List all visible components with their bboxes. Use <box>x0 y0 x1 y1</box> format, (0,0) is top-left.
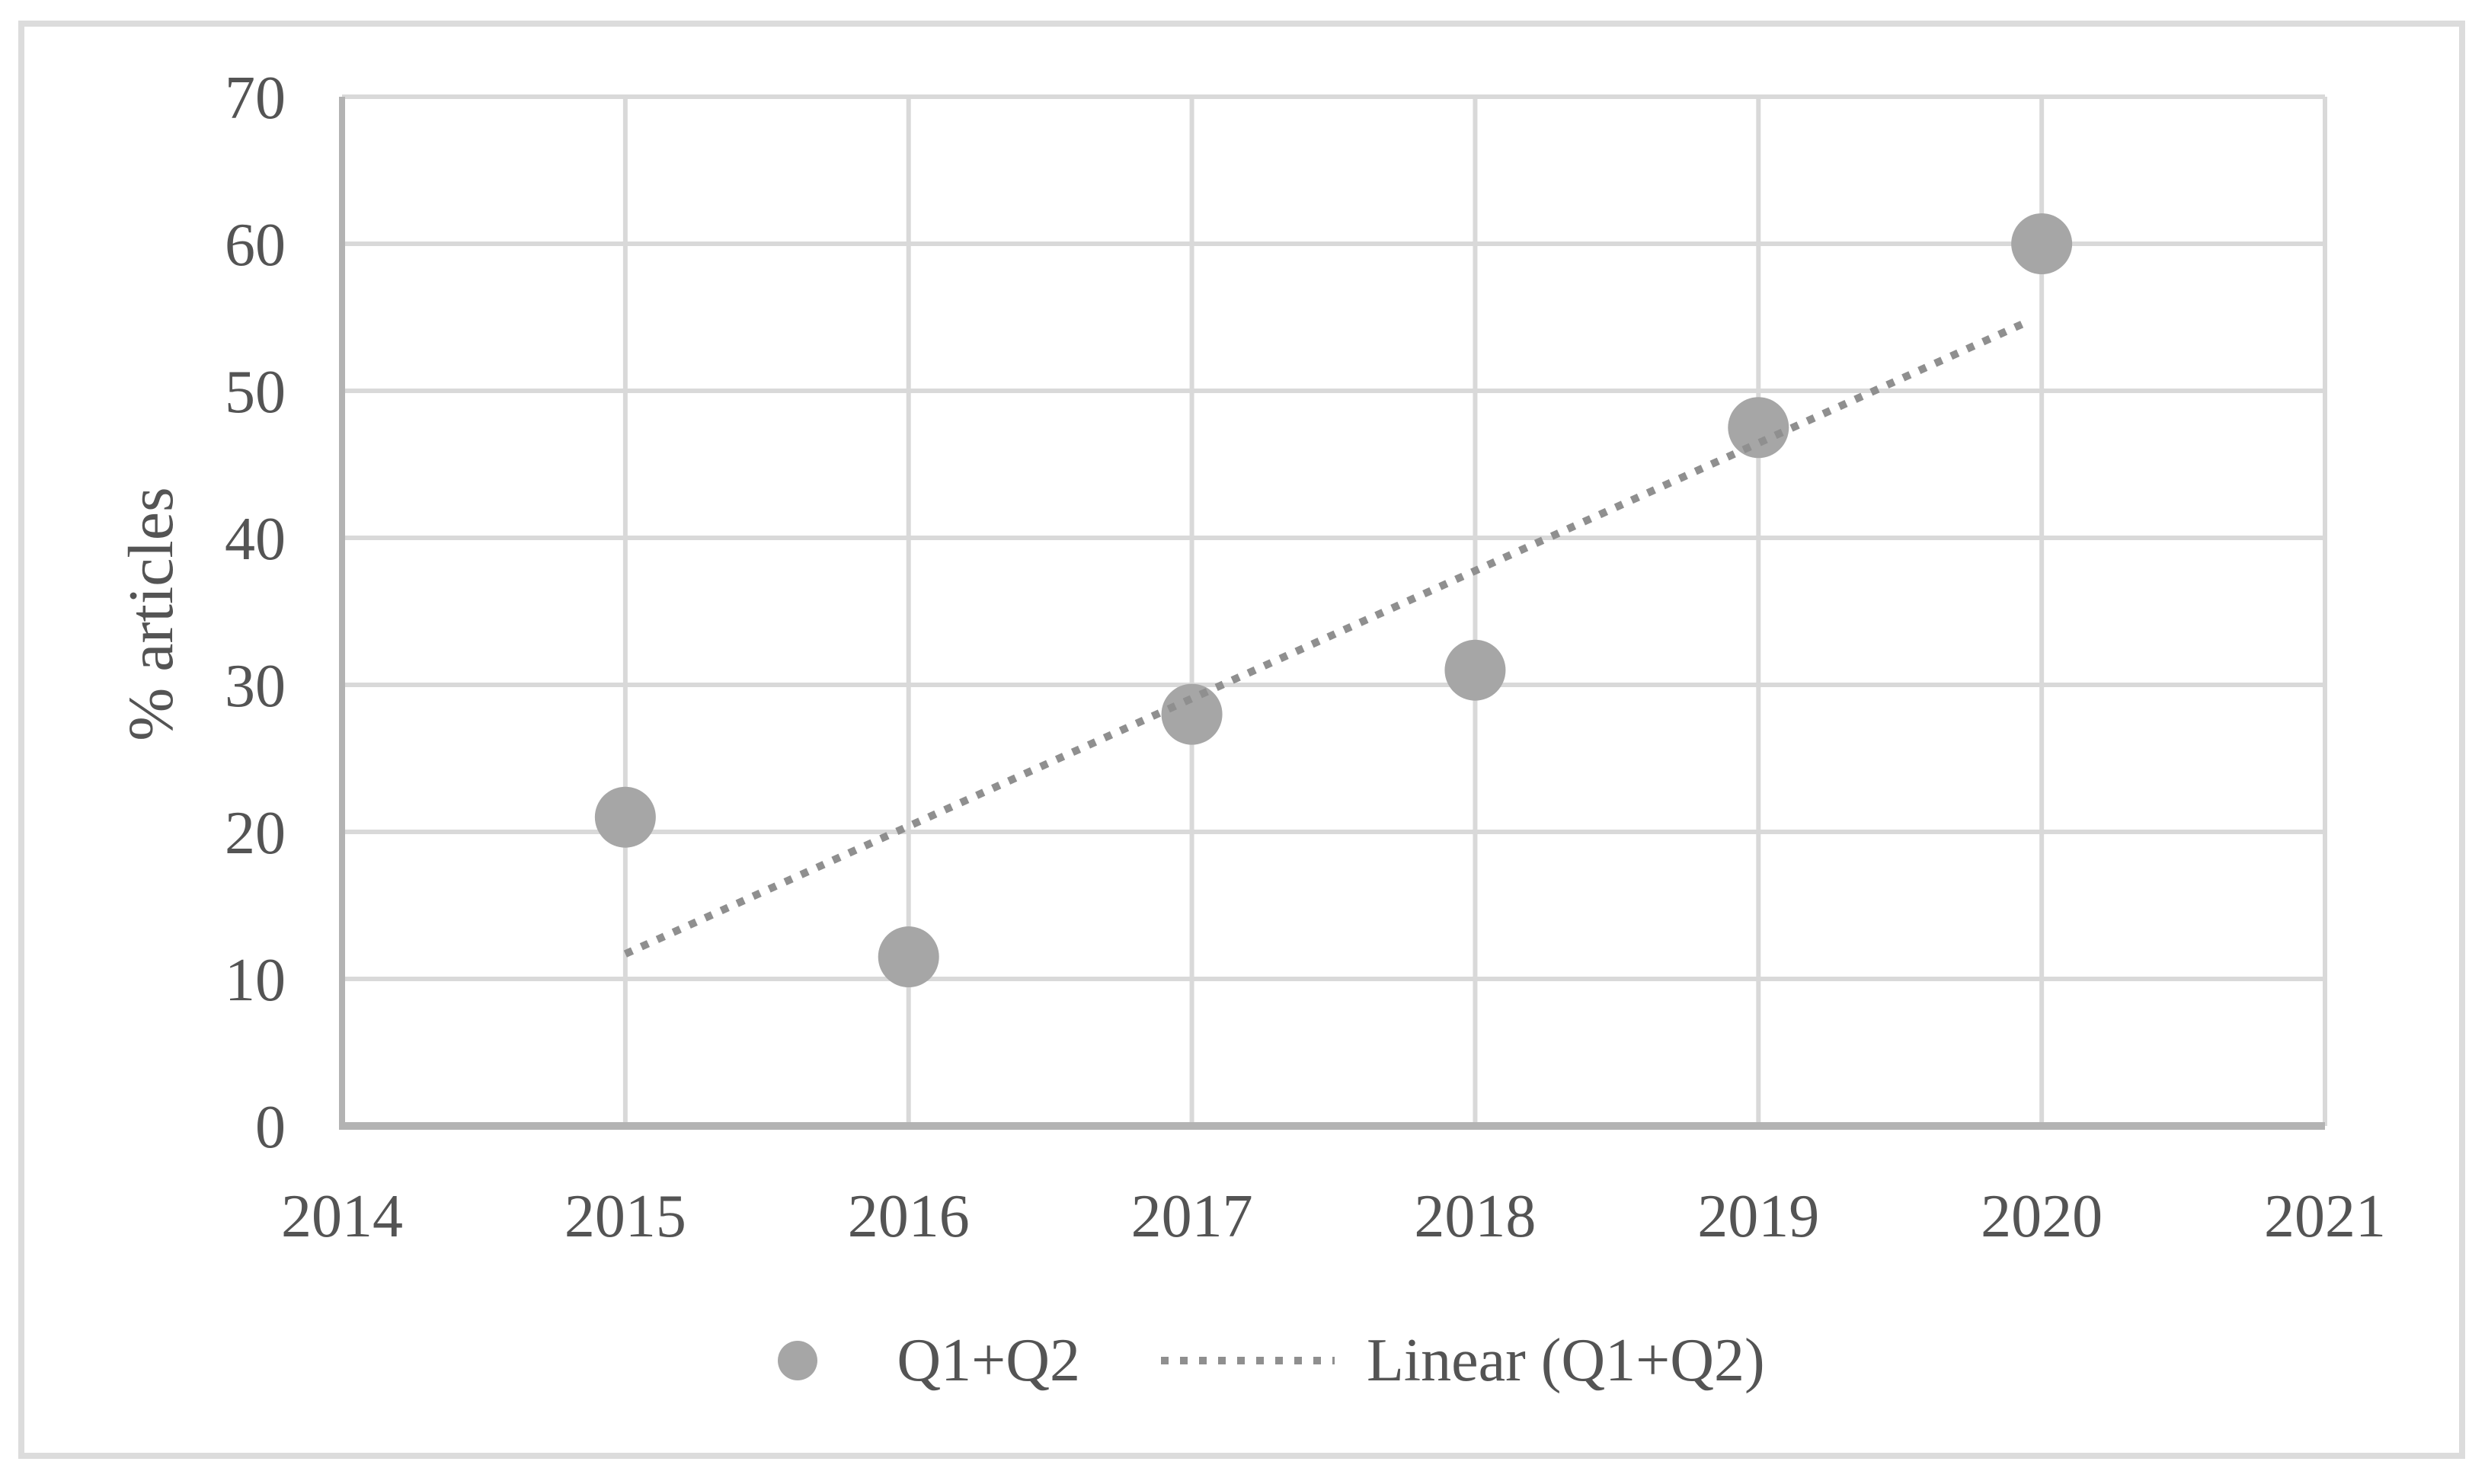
y-tick-label: 30 <box>225 653 286 720</box>
x-tick-label: 2020 <box>1981 1183 2103 1250</box>
y-tick-label: 10 <box>225 947 286 1014</box>
y-tick-label: 70 <box>225 65 286 132</box>
chart-outer-frame <box>18 21 2465 1459</box>
x-tick-label: 2021 <box>2264 1183 2386 1250</box>
x-tick-label: 2018 <box>1414 1183 1536 1250</box>
legend-marker-dot-icon <box>778 1341 818 1380</box>
data-point <box>594 786 656 848</box>
x-tick-label: 2014 <box>281 1183 403 1250</box>
y-tick-label: 20 <box>225 800 286 867</box>
data-point <box>878 926 939 988</box>
x-tick-label: 2016 <box>848 1183 970 1250</box>
data-point <box>1444 639 1506 701</box>
x-tick-label: 2017 <box>1131 1183 1253 1250</box>
y-tick-label: 0 <box>255 1094 286 1161</box>
data-point <box>2011 213 2073 274</box>
trendline <box>623 318 2029 958</box>
legend-label-trendline: Linear (Q1+Q2) <box>1366 1326 1765 1394</box>
legend: Q1+Q2 Linear (Q1+Q2) <box>27 1315 2488 1406</box>
data-point <box>1161 683 1223 745</box>
legend-marker-dotted-line-icon <box>1160 1357 1335 1364</box>
y-tick-label: 60 <box>225 212 286 279</box>
legend-label-series: Q1+Q2 <box>897 1326 1080 1394</box>
y-tick-label: 50 <box>225 359 286 426</box>
x-tick-label: 2015 <box>564 1183 686 1250</box>
data-point <box>1728 397 1789 459</box>
x-tick-label: 2019 <box>1697 1183 1819 1250</box>
y-axis-title: % articles <box>116 487 187 741</box>
y-tick-label: 40 <box>225 506 286 573</box>
